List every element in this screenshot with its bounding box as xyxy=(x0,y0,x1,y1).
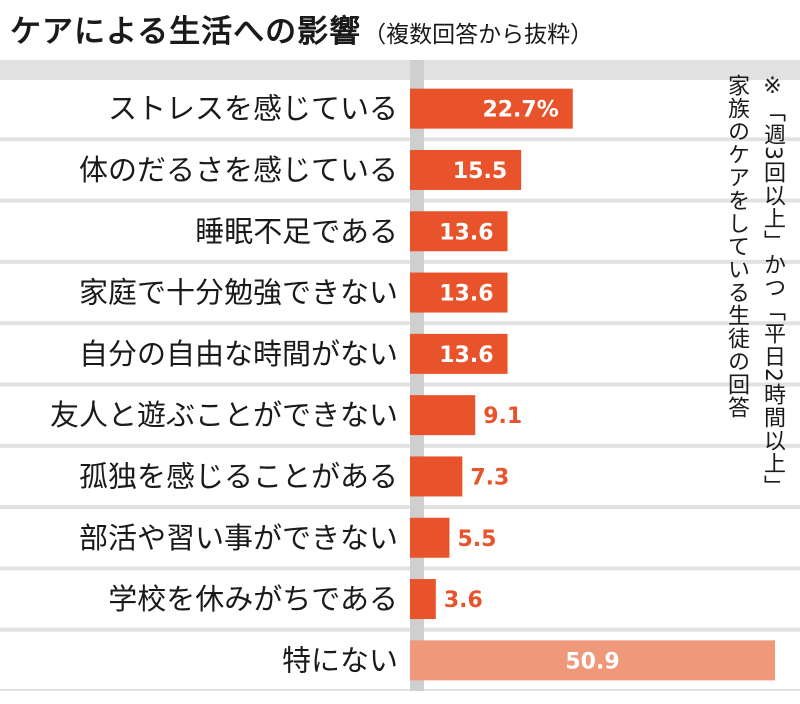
bar xyxy=(410,395,476,436)
bar xyxy=(410,272,508,313)
value-label: 13.6 xyxy=(439,343,493,368)
footnote: ※「週3回以上」かつ「平日2時間以上」 家族のケアをしている生徒の回答 xyxy=(714,74,794,694)
chart-title: ケアによる生活への影響 xyxy=(10,14,362,50)
bar xyxy=(410,211,508,252)
value-label: 5.5 xyxy=(457,527,496,552)
value-label: 7.3 xyxy=(470,465,509,490)
bar xyxy=(410,456,463,497)
category-label: 睡眠不足である xyxy=(195,214,398,248)
bar xyxy=(410,88,573,129)
chart-subtitle: （複数回答から抜粋） xyxy=(363,22,594,48)
chart-title-block: ケアによる生活への影響（複数回答から抜粋） xyxy=(10,6,593,56)
footnote-line-2: 家族のケアをしている生徒の回答 xyxy=(724,74,749,419)
bar xyxy=(410,579,436,620)
row-background xyxy=(0,141,800,199)
category-label: 体のだるさを感じている xyxy=(79,153,398,187)
bar-chart: ストレスを感じている 22.7% 体のだるさを感じている 15.5 睡眠不足である 13.… xyxy=(0,60,800,691)
value-label: 9.1 xyxy=(483,404,522,429)
value-label: 22.7% xyxy=(482,98,558,123)
row-background xyxy=(0,386,800,444)
row-background xyxy=(0,80,800,138)
row-background xyxy=(0,570,800,628)
category-label: 特にない xyxy=(282,643,398,677)
category-label: 部活や習い事ができない xyxy=(79,521,398,555)
row-background xyxy=(0,447,800,506)
value-label: 50.9 xyxy=(565,649,619,674)
row-background xyxy=(0,509,800,567)
bar-group: ストレスを感じている 22.7% 体のだるさを感じている 15.5 睡眠不足である 13.… xyxy=(50,88,775,681)
row-background xyxy=(0,202,800,260)
category-label: 自分の自由な時間がない xyxy=(79,337,398,371)
footnote-line-1: ※「週3回以上」かつ「平日2時間以上」 xyxy=(760,74,785,498)
category-label: 友人と遊ぶことができない xyxy=(50,398,398,432)
category-label: 孤独を感じることがある xyxy=(79,459,398,493)
value-label: 13.6 xyxy=(439,220,493,245)
value-label: 15.5 xyxy=(453,159,507,184)
category-label: ストレスを感じている xyxy=(108,92,398,126)
value-label: 3.6 xyxy=(444,588,483,613)
row-background xyxy=(0,325,800,383)
row-background xyxy=(0,263,800,322)
bar xyxy=(410,640,775,681)
bar xyxy=(410,149,522,190)
value-label: 13.6 xyxy=(439,282,493,307)
bar xyxy=(410,517,450,558)
category-label: 学校を休みがちである xyxy=(108,582,398,616)
category-label: 家庭で十分勉強できない xyxy=(79,276,398,310)
bar xyxy=(410,333,508,374)
